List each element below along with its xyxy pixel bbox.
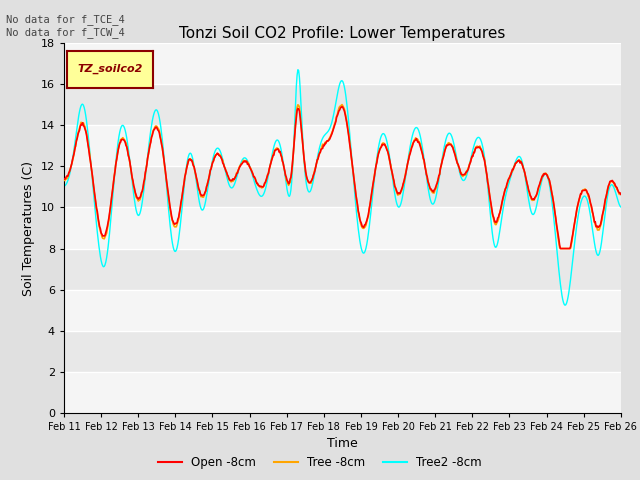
Bar <box>64 207 621 249</box>
Bar <box>64 289 621 331</box>
Tree -8cm <box>617 192 625 197</box>
Bar <box>64 84 621 125</box>
Open -8cm <box>428 186 435 192</box>
Y-axis label: Soil Temperatures (C): Soil Temperatures (C) <box>22 160 35 296</box>
Bar <box>64 167 621 207</box>
Tree2 -8cm <box>411 126 419 132</box>
Text: No data for f_TCE_4
No data for f_TCW_4: No data for f_TCE_4 No data for f_TCW_4 <box>6 14 125 38</box>
Tree2 -8cm <box>561 302 569 308</box>
Tree2 -8cm <box>214 145 221 151</box>
X-axis label: Time: Time <box>327 437 358 450</box>
Line: Tree2 -8cm: Tree2 -8cm <box>64 70 621 305</box>
Tree -8cm <box>184 159 192 165</box>
Tree2 -8cm <box>70 146 78 152</box>
Open -8cm <box>617 192 625 197</box>
Tree2 -8cm <box>617 204 625 210</box>
Bar <box>64 331 621 372</box>
Open -8cm <box>214 150 221 156</box>
Tree -8cm <box>338 102 346 108</box>
Tree -8cm <box>411 137 419 143</box>
Legend: Open -8cm, Tree -8cm, Tree2 -8cm: Open -8cm, Tree -8cm, Tree2 -8cm <box>154 452 486 474</box>
Tree -8cm <box>214 151 221 156</box>
Tree -8cm <box>60 178 68 183</box>
Open -8cm <box>411 138 419 144</box>
Open -8cm <box>338 104 346 109</box>
Open -8cm <box>60 176 68 181</box>
Open -8cm <box>70 150 78 156</box>
Tree -8cm <box>557 246 564 252</box>
Line: Tree -8cm: Tree -8cm <box>64 105 621 249</box>
Tree -8cm <box>127 169 135 175</box>
Title: Tonzi Soil CO2 Profile: Lower Temperatures: Tonzi Soil CO2 Profile: Lower Temperatur… <box>179 25 506 41</box>
Open -8cm <box>557 246 564 252</box>
Tree2 -8cm <box>184 156 192 161</box>
Tree -8cm <box>428 187 435 193</box>
Bar <box>64 43 621 84</box>
Tree2 -8cm <box>428 199 435 205</box>
Bar <box>64 125 621 167</box>
Tree2 -8cm <box>60 183 68 189</box>
Open -8cm <box>127 169 135 175</box>
Bar <box>64 249 621 289</box>
Bar <box>64 372 621 413</box>
Tree2 -8cm <box>294 67 301 72</box>
Open -8cm <box>184 160 192 166</box>
Tree -8cm <box>70 151 78 156</box>
Tree2 -8cm <box>127 172 135 178</box>
Line: Open -8cm: Open -8cm <box>64 107 621 249</box>
